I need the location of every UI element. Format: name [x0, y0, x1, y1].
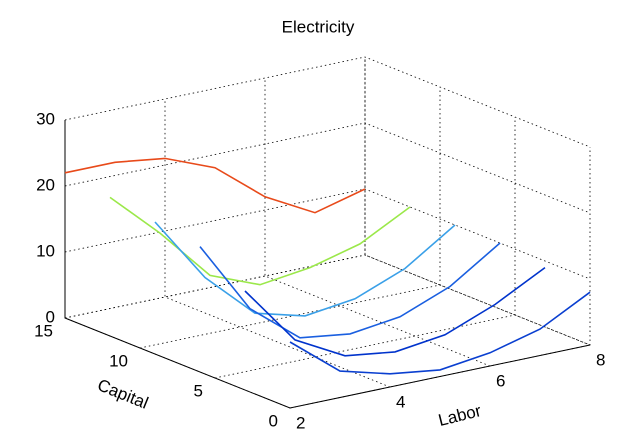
- y-tick-label: 5: [194, 381, 203, 400]
- surface-line: [199, 242, 501, 339]
- surface-line: [109, 196, 411, 286]
- z-tick-label: 0: [46, 307, 55, 326]
- grid-line: [64, 57, 366, 319]
- grid-line: [64, 254, 591, 346]
- x-axis-label: Labor: [436, 401, 483, 430]
- axis-line: [64, 120, 591, 409]
- y-axis-label: Capital: [95, 375, 151, 412]
- x-tick-label: 8: [596, 350, 605, 369]
- x-tick-label: 2: [296, 413, 305, 432]
- grid-line: [214, 117, 516, 379]
- grid-line: [139, 87, 441, 349]
- chart-title: Electricity: [282, 17, 355, 36]
- z-tick-label: 10: [36, 241, 55, 260]
- grid-line: [364, 57, 591, 346]
- surface-line: [64, 157, 366, 214]
- surface-line: [289, 291, 591, 375]
- z-tick-label: 30: [36, 109, 55, 128]
- y-tick-label: 10: [109, 351, 128, 370]
- surface-line: [154, 221, 456, 317]
- x-tick-label: 6: [496, 371, 505, 390]
- surface-line: [244, 266, 546, 357]
- x-tick-label: 4: [396, 392, 405, 411]
- z-tick-label: 20: [36, 175, 55, 194]
- grid-line: [64, 122, 591, 214]
- y-tick-label: 15: [34, 321, 53, 340]
- grid-line: [264, 78, 491, 367]
- grid-line: [64, 120, 291, 409]
- grid-line: [164, 99, 391, 388]
- grid-line: [64, 188, 591, 280]
- grid-line: [64, 56, 591, 148]
- y-tick-label: 0: [269, 411, 278, 430]
